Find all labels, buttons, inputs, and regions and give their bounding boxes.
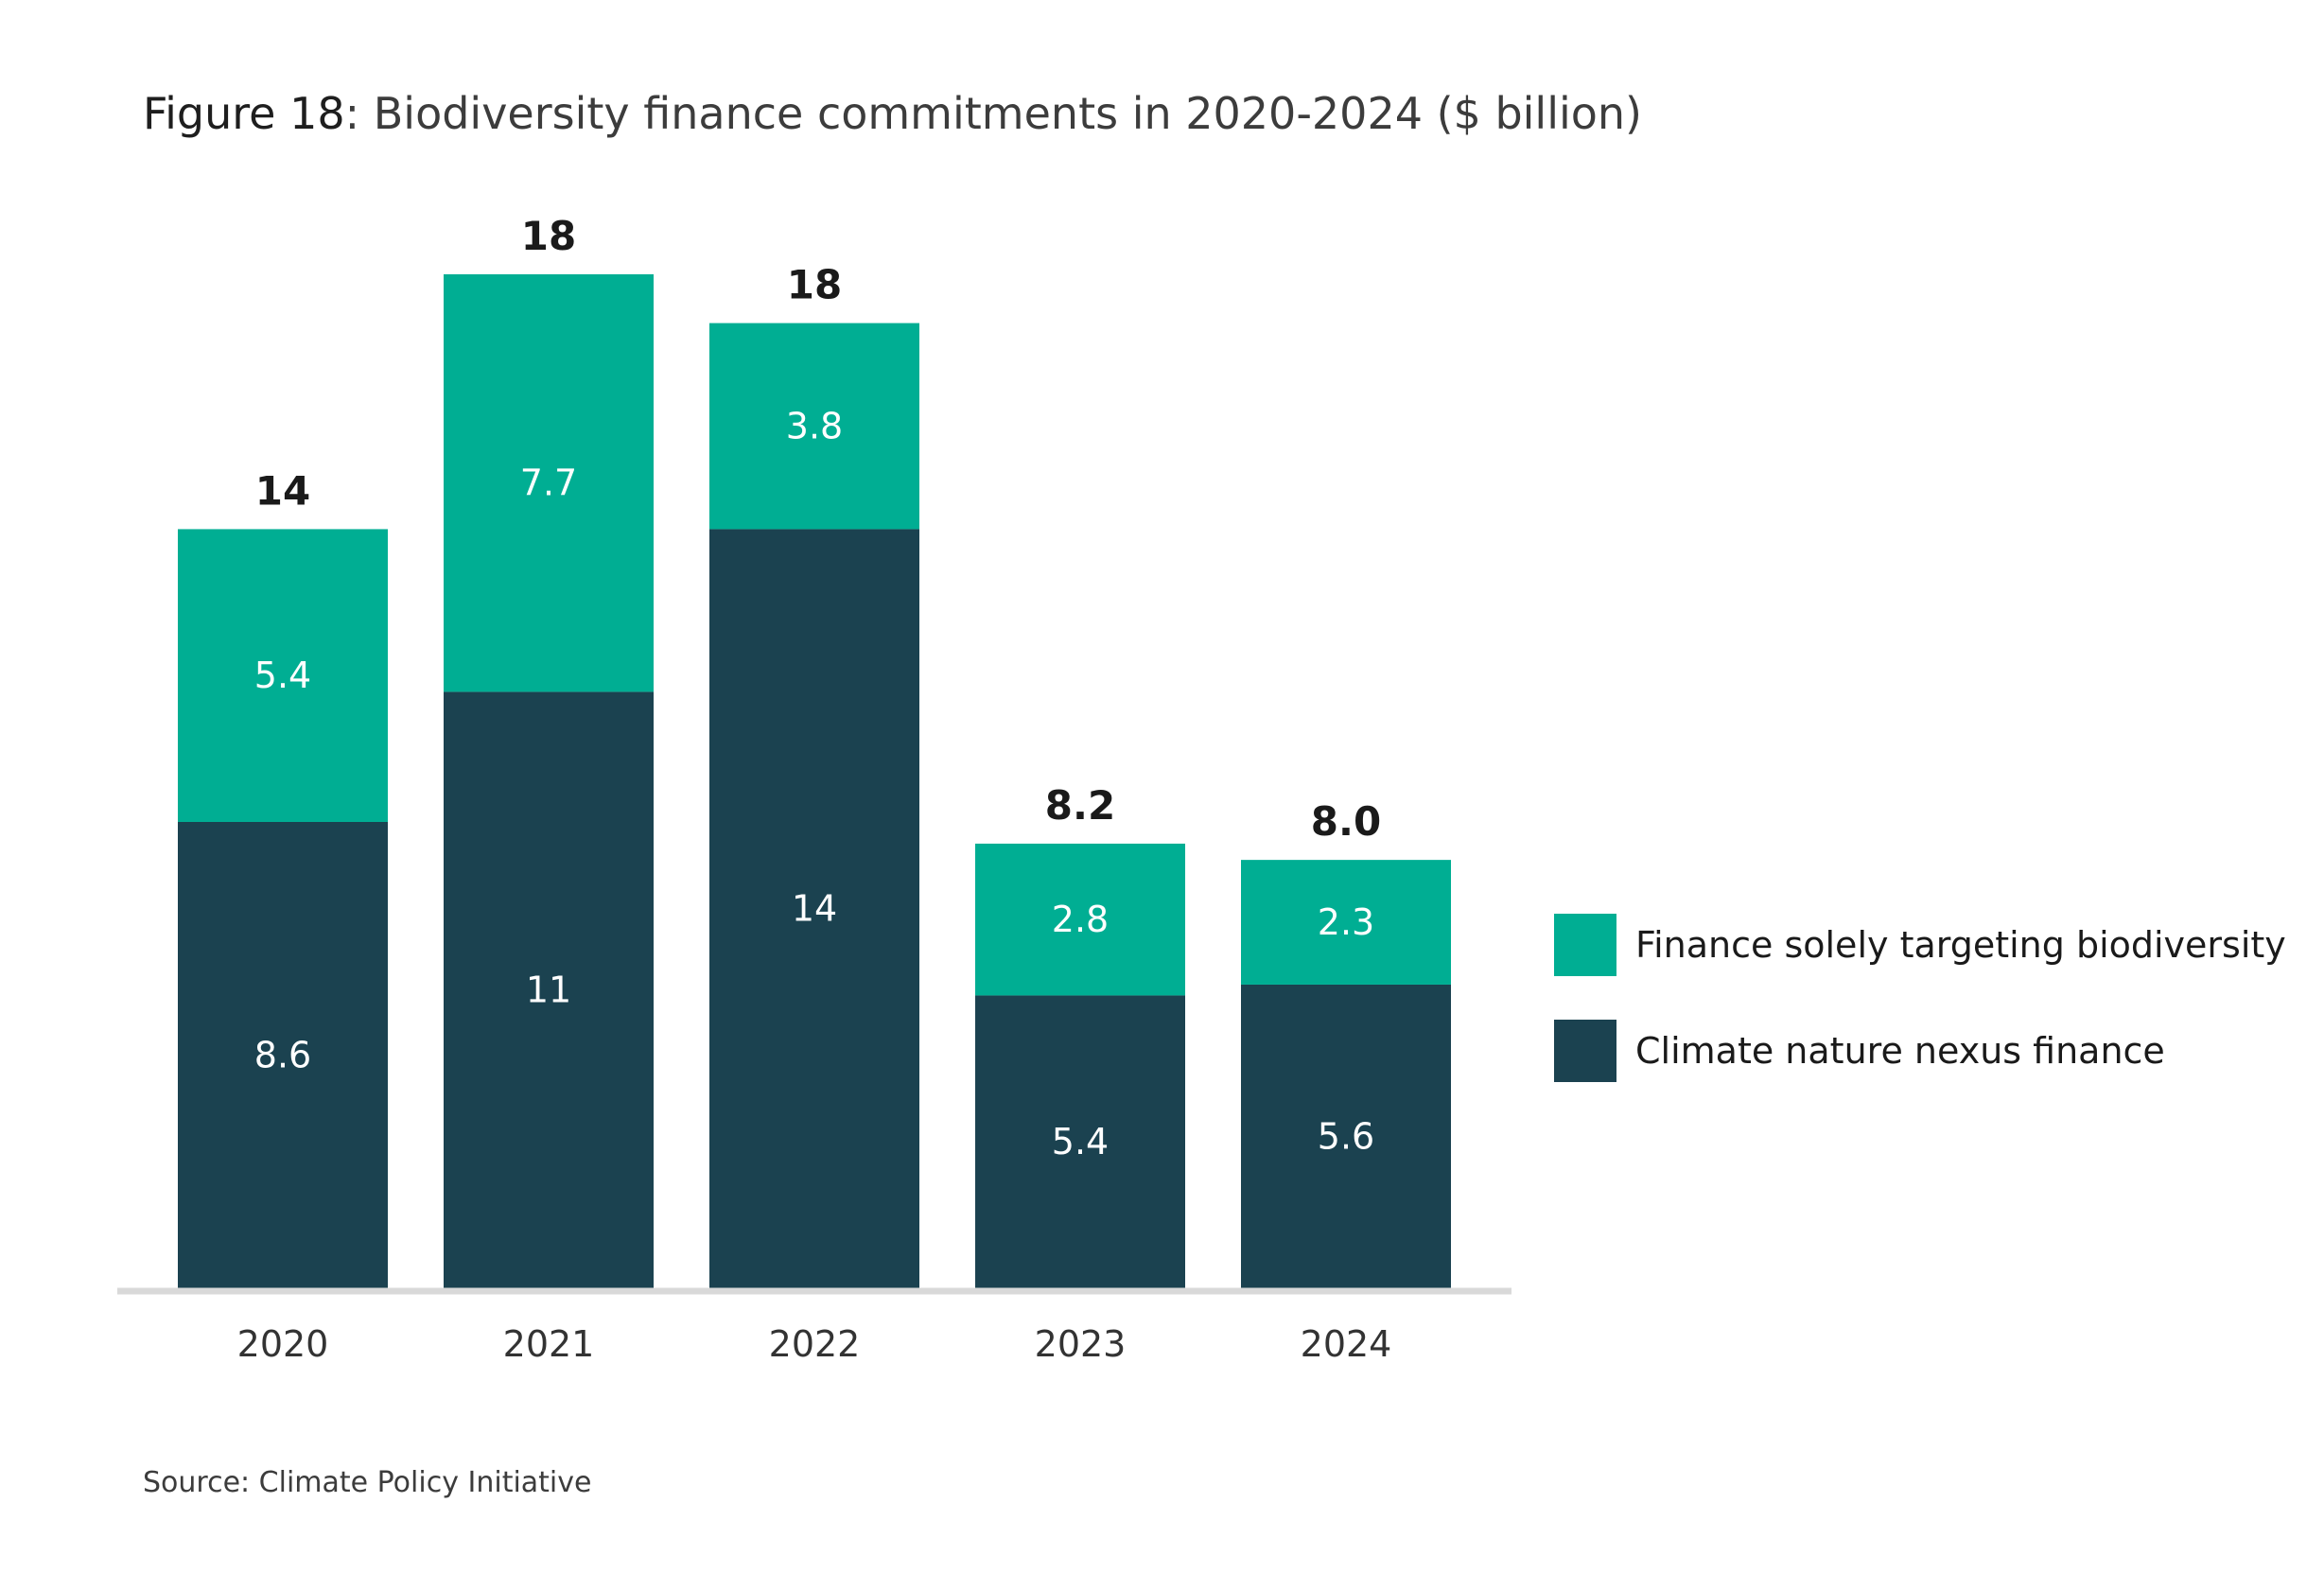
bar-segment-nexus-2020 xyxy=(178,821,388,1288)
bar-segment-biodiversity-2021 xyxy=(444,274,654,692)
segment-label-biodiversity-2024: 2.3 xyxy=(1318,901,1374,943)
source-note: Source: Climate Policy Initiative xyxy=(143,1466,592,1499)
x-tick-label-2024: 2024 xyxy=(1301,1323,1392,1365)
x-tick-label-2020: 2020 xyxy=(237,1323,329,1365)
bar-segment-biodiversity-2022 xyxy=(709,323,919,530)
legend-swatch-nexus xyxy=(1554,1020,1616,1082)
segment-label-biodiversity-2022: 3.8 xyxy=(786,406,843,447)
legend-swatch-biodiversity xyxy=(1554,914,1616,976)
segment-label-biodiversity-2020: 5.4 xyxy=(254,655,311,696)
x-tick-label-2023: 2023 xyxy=(1035,1323,1127,1365)
figure-title-text: : Biodiversity finance commitments in 20… xyxy=(344,88,1643,139)
legend-label-nexus: Climate nature nexus finance xyxy=(1635,1030,2165,1072)
chart-legend: Finance solely targeting biodiversity Cl… xyxy=(1554,914,2286,1126)
x-tick-label-2022: 2022 xyxy=(769,1323,861,1365)
bar-segment-nexus-2021 xyxy=(444,691,654,1288)
total-label-2020: 14 xyxy=(255,467,310,514)
legend-label-biodiversity: Finance solely targeting biodiversity xyxy=(1635,924,2286,966)
total-label-2022: 18 xyxy=(787,262,842,308)
segment-label-biodiversity-2023: 2.8 xyxy=(1052,899,1109,940)
segment-label-nexus-2024: 5.6 xyxy=(1318,1115,1374,1157)
bar-segment-biodiversity-2024 xyxy=(1241,860,1451,985)
segment-label-nexus-2023: 5.4 xyxy=(1052,1121,1109,1162)
segment-label-biodiversity-2021: 7.7 xyxy=(520,463,577,504)
segment-label-nexus-2022: 14 xyxy=(792,888,837,930)
figure-title: Figure 18: Biodiversity finance commitme… xyxy=(143,88,1642,139)
bar-segment-biodiversity-2020 xyxy=(178,529,388,822)
total-label-2021: 18 xyxy=(521,213,576,259)
legend-item-biodiversity: Finance solely targeting biodiversity xyxy=(1554,914,2286,976)
x-tick-label-2021: 2021 xyxy=(503,1323,595,1365)
bar-segment-biodiversity-2023 xyxy=(975,843,1185,996)
total-label-2023: 8.2 xyxy=(1045,782,1115,829)
bar-segment-nexus-2023 xyxy=(975,995,1185,1288)
bar-segment-nexus-2022 xyxy=(709,529,919,1288)
segment-label-nexus-2021: 11 xyxy=(526,970,571,1011)
total-label-2024: 8.0 xyxy=(1311,798,1381,845)
legend-item-nexus: Climate nature nexus finance xyxy=(1554,1020,2286,1082)
segment-label-nexus-2020: 8.6 xyxy=(254,1034,311,1075)
bar-segment-nexus-2024 xyxy=(1241,984,1451,1288)
figure-label: Figure 18 xyxy=(143,88,345,139)
